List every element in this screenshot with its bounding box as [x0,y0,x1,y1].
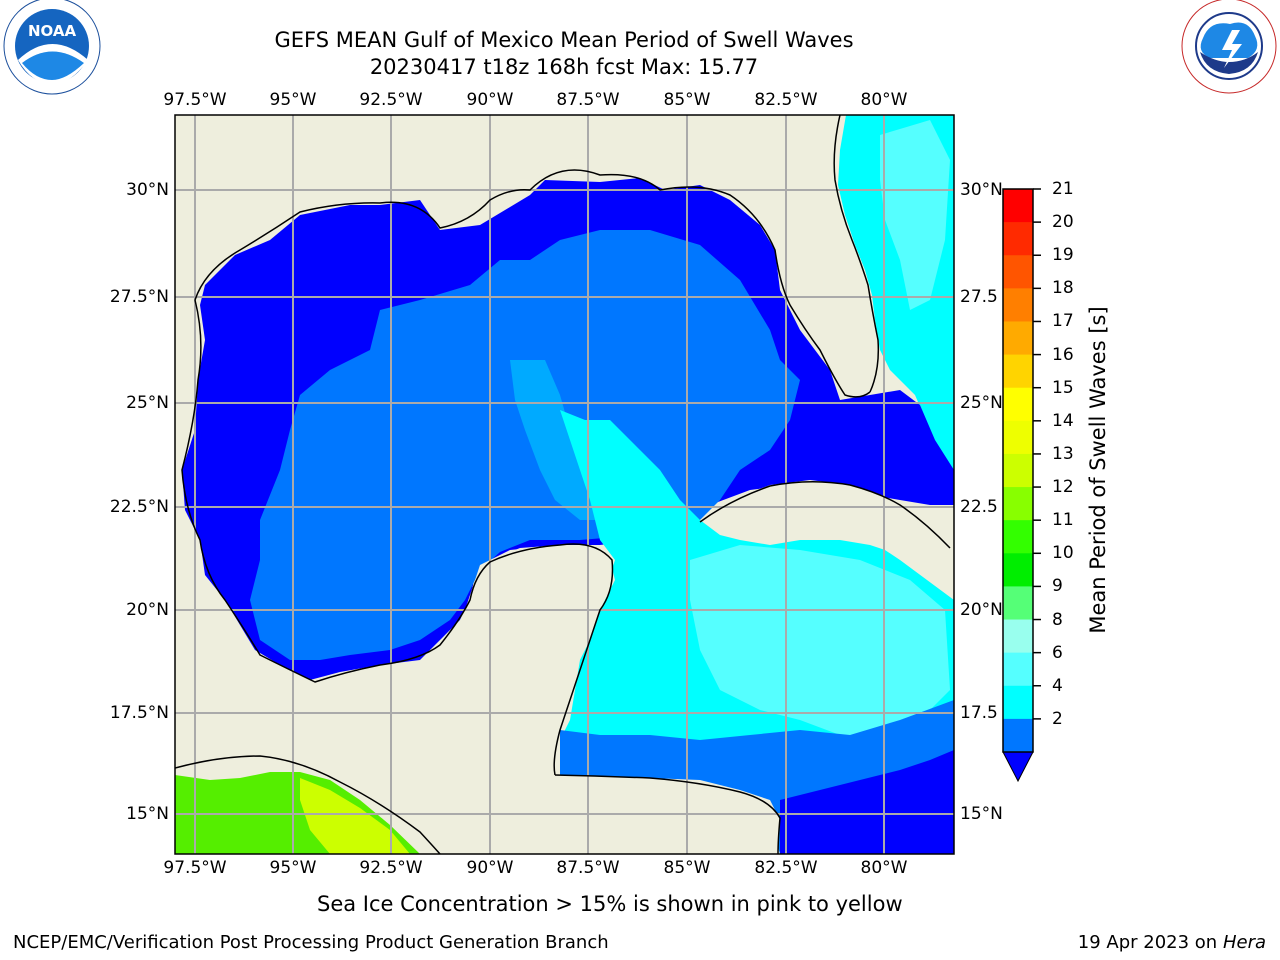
lat-label-left: 22.5°N [109,497,169,517]
colorbar-tick-label: 14 [1052,410,1074,431]
lat-label-right: 22.5 [960,497,998,517]
atlantic-swell-light [880,120,950,310]
colorbar-tick-label: 2 [1052,708,1063,729]
lon-label-top: 95°W [269,90,317,110]
colorbar-tick-label: 17 [1052,311,1074,332]
lon-label-top: 90°W [466,90,514,110]
gulf-mid [250,230,800,660]
lon-label-bottom: 87.5°W [556,858,620,878]
colorbar-tick-label: 16 [1052,344,1074,365]
colorbar-tick-label: 19 [1052,245,1074,266]
colorbar-tick-label: 20 [1052,212,1074,233]
lon-label-bottom: 97.5°W [163,858,227,878]
map-subtitle: 20230417 t18z 168h fcst Max: 15.77 [369,55,759,79]
florida-east-coast [833,115,880,393]
cuba-coast [699,480,951,549]
colorbar-tick-label: 15 [1052,377,1074,398]
lon-label-top: 85°W [663,90,711,110]
pacific-coast [175,755,441,854]
colorbar-tick-label: 13 [1052,443,1074,464]
lon-label-bottom: 95°W [269,858,317,878]
lat-label-left: 20°N [126,600,169,620]
colorbar-tick-label: 9 [1052,576,1063,597]
lat-label-right: 17.5 [960,703,998,723]
colorbar-tick-label: 11 [1052,510,1074,531]
lat-label-left: 17.5°N [109,703,169,723]
north-gulf-coast [194,169,871,398]
lon-label-top: 97.5°W [163,90,227,110]
lat-label-right: 20°N [960,600,1003,620]
west-gulf-coast [181,299,614,776]
coastlines [175,115,951,854]
lon-label-bottom: 92.5°W [359,858,423,878]
colorbar-tick-label: 6 [1052,642,1063,663]
colorbar-tick-label: 8 [1052,609,1063,630]
lon-label-top: 82.5°W [754,90,818,110]
lat-label-left: 25°N [126,393,169,413]
lon-label-bottom: 90°W [466,858,514,878]
cuba-land [700,480,954,575]
lon-label-top: 92.5°W [359,90,423,110]
footer-host: Hera [1222,932,1266,953]
lat-label-right: 25°N [960,393,1003,413]
lon-label-top: 80°W [860,90,908,110]
lon-label-bottom: 80°W [860,858,908,878]
lon-label-bottom: 82.5°W [754,858,818,878]
map-frame [174,114,955,855]
caribbean-deep [780,750,954,854]
lat-label-left: 27.5°N [109,287,169,307]
footer-credit: NCEP/EMC/Verification Post Processing Pr… [13,932,609,953]
colorbar-tick-label: 12 [1052,477,1074,498]
sea-ice-note: Sea Ice Concentration > 15% is shown in … [317,892,903,916]
lon-label-bottom: 85°W [663,858,711,878]
footer-date: 19 Apr 2023 on Hera [1078,932,1266,954]
footer-date-text: 19 Apr 2023 on [1077,932,1223,953]
lat-label-right: 15°N [960,804,1003,824]
honduras-coast [554,774,781,854]
yucatan-land [290,545,615,810]
colorbar-tick-label: 4 [1052,675,1063,696]
lat-label-left: 30°N [126,180,169,200]
pacific-swell-yellow [300,778,410,854]
lat-label-left: 15°N [126,804,169,824]
map-title: GEFS MEAN Gulf of Mexico Mean Period of … [274,28,854,52]
colorbar-tick-label: 10 [1052,543,1074,564]
lat-label-right: 30°N [960,180,1003,200]
graticule [175,115,954,854]
colorbar-tick-label: 21 [1052,179,1074,199]
lon-label-top: 87.5°W [556,90,620,110]
colorbar-tick-label: 18 [1052,278,1074,299]
lat-label-right: 27.5 [960,287,998,307]
colorbar-label: Mean Period of Swell Waves [s] [1086,306,1110,634]
